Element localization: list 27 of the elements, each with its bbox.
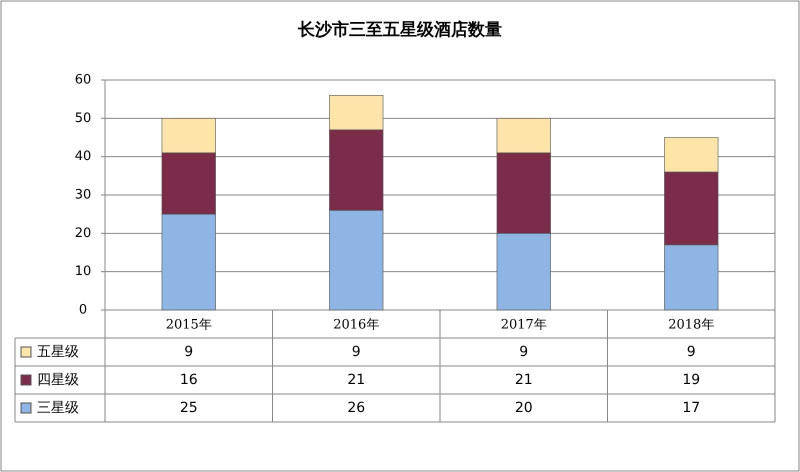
data-label: 9 <box>352 344 361 360</box>
y-tick-label: 60 <box>74 72 92 88</box>
data-label: 9 <box>519 344 528 360</box>
x-tick-label: 2016年 <box>333 318 380 332</box>
data-label: 21 <box>514 372 533 388</box>
y-tick-label: 20 <box>74 226 92 241</box>
data-label: 9 <box>686 344 696 360</box>
legend-label: 五星级 <box>37 344 79 360</box>
data-label: 16 <box>180 372 198 388</box>
legend-label: 四星级 <box>37 372 79 388</box>
y-tick-label: 0 <box>78 302 88 318</box>
y-tick-label: 30 <box>74 188 92 202</box>
x-tick-label: 2015年 <box>166 318 212 332</box>
x-tick-label: 2017年 <box>500 318 547 332</box>
data-label: 25 <box>180 400 198 416</box>
data-label: 20 <box>514 400 533 416</box>
y-tick-label: 10 <box>74 264 92 280</box>
data-label: 17 <box>682 400 700 416</box>
x-tick-label: 2018年 <box>668 318 714 332</box>
y-tick-label: 40 <box>74 149 92 164</box>
legend-label: 三星级 <box>37 400 79 416</box>
data-label: 19 <box>682 372 700 388</box>
y-tick-label: 50 <box>74 110 92 126</box>
data-label: 26 <box>347 400 366 416</box>
data-label: 9 <box>184 344 194 360</box>
data-label: 21 <box>347 372 366 388</box>
chart-title: 长沙市三至五星级酒店数量 <box>297 20 502 40</box>
